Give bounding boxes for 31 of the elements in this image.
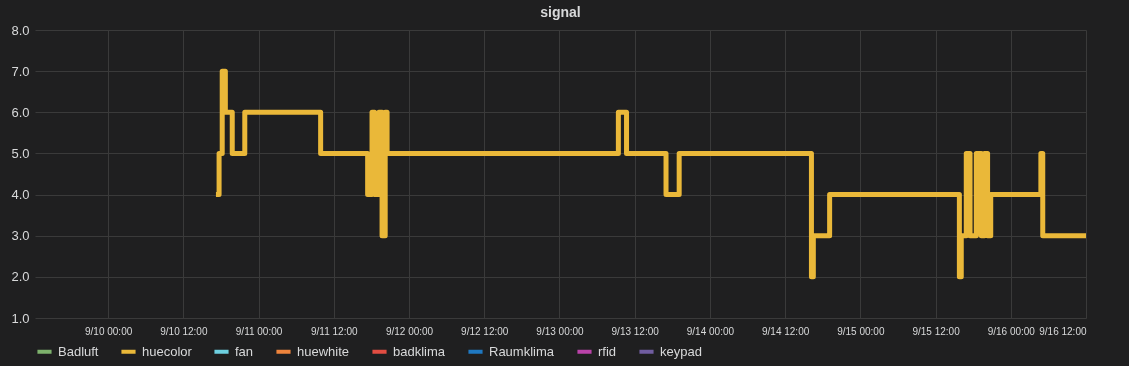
x-tick-label: 9/16 00:00 xyxy=(987,325,1036,337)
x-tick-label: 9/13 12:00 xyxy=(611,325,660,337)
x-tick-label: 9/16 12:00 xyxy=(1039,325,1087,337)
legend-label: huecolor xyxy=(142,343,193,359)
y-tick-label: 5.0 xyxy=(11,145,30,161)
legend-label: rfid xyxy=(598,343,617,359)
x-tick-label: 9/11 12:00 xyxy=(311,325,358,337)
x-tick-label: 9/13 00:00 xyxy=(536,325,585,337)
x-tick-label: 9/11 00:00 xyxy=(235,325,283,337)
legend-label: keypad xyxy=(660,343,702,359)
x-tick-label: 9/10 12:00 xyxy=(160,325,208,337)
x-tick-label: 9/12 12:00 xyxy=(461,325,509,337)
y-tick-label: 6.0 xyxy=(11,104,30,120)
y-tick-label: 3.0 xyxy=(11,228,30,244)
x-tick-label: 9/14 12:00 xyxy=(761,325,810,337)
chart-title: signal xyxy=(540,4,581,20)
y-tick-label: 1.0 xyxy=(11,310,30,326)
x-tick-label: 9/12 00:00 xyxy=(385,325,434,337)
legend-label: huewhite xyxy=(297,343,350,359)
y-tick-label: 7.0 xyxy=(11,63,30,79)
legend-label: Raumklima xyxy=(489,343,555,359)
y-tick-label: 8.0 xyxy=(11,22,30,38)
legend-label: badklima xyxy=(393,343,446,359)
x-tick-label: 9/14 00:00 xyxy=(686,325,735,337)
y-tick-label: 4.0 xyxy=(11,187,30,203)
x-tick-label: 9/10 00:00 xyxy=(85,325,133,337)
x-tick-label: 9/15 12:00 xyxy=(912,325,961,337)
y-tick-label: 2.0 xyxy=(11,269,30,285)
legend-label: Badluft xyxy=(58,343,99,359)
x-tick-label: 9/15 00:00 xyxy=(837,325,885,337)
legend-label: fan xyxy=(235,343,254,359)
